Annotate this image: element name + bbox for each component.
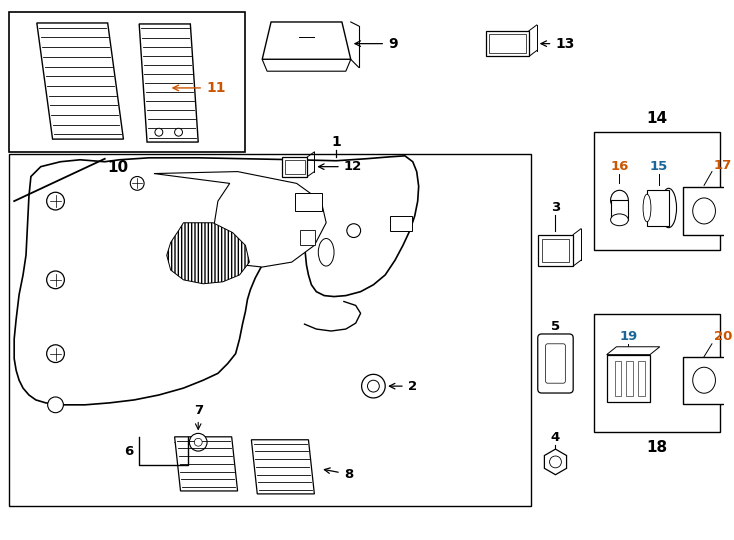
Bar — [683, 187, 724, 234]
Ellipse shape — [611, 190, 628, 210]
Text: 2: 2 — [408, 380, 417, 393]
FancyBboxPatch shape — [545, 344, 565, 383]
Polygon shape — [175, 437, 238, 491]
Text: 3: 3 — [550, 201, 560, 214]
Text: 7: 7 — [194, 403, 203, 417]
Circle shape — [48, 397, 63, 413]
Ellipse shape — [611, 214, 628, 226]
Text: 5: 5 — [551, 320, 560, 333]
Polygon shape — [37, 23, 123, 139]
Text: 20: 20 — [714, 330, 733, 343]
Bar — [486, 31, 529, 57]
Circle shape — [47, 192, 65, 210]
Bar — [538, 234, 573, 266]
Circle shape — [189, 434, 207, 451]
FancyBboxPatch shape — [538, 334, 573, 393]
Ellipse shape — [643, 194, 651, 222]
Polygon shape — [607, 347, 660, 355]
Circle shape — [195, 438, 202, 446]
Ellipse shape — [693, 367, 716, 393]
Bar — [683, 356, 724, 404]
Bar — [626, 361, 633, 396]
Text: 6: 6 — [124, 444, 134, 457]
Bar — [489, 34, 526, 53]
Bar — [390, 216, 412, 231]
Text: 4: 4 — [550, 431, 560, 444]
Circle shape — [175, 129, 183, 136]
Circle shape — [131, 177, 144, 190]
Ellipse shape — [319, 239, 334, 266]
Bar — [594, 132, 720, 251]
Circle shape — [155, 129, 163, 136]
Ellipse shape — [661, 188, 677, 228]
Text: 13: 13 — [556, 37, 575, 51]
Text: 1: 1 — [331, 135, 341, 149]
Bar — [285, 160, 305, 173]
Circle shape — [47, 271, 65, 289]
Text: 19: 19 — [619, 330, 637, 343]
Text: 14: 14 — [646, 111, 667, 126]
Text: 11: 11 — [206, 81, 225, 95]
Text: 12: 12 — [344, 160, 362, 173]
Text: 8: 8 — [344, 468, 353, 481]
Bar — [10, 12, 245, 152]
Bar — [607, 355, 650, 402]
Polygon shape — [262, 22, 351, 59]
Circle shape — [47, 345, 65, 362]
Bar — [294, 193, 322, 211]
Bar — [638, 361, 645, 396]
Bar — [594, 314, 720, 433]
Bar — [647, 190, 669, 226]
Circle shape — [347, 224, 360, 238]
Circle shape — [550, 456, 562, 468]
Circle shape — [362, 374, 385, 398]
Text: 15: 15 — [650, 159, 668, 173]
Polygon shape — [139, 24, 198, 142]
Polygon shape — [14, 156, 418, 405]
Bar — [542, 239, 570, 262]
Bar — [611, 200, 628, 220]
Polygon shape — [154, 172, 326, 267]
Text: 17: 17 — [714, 159, 733, 172]
Bar — [614, 361, 622, 396]
Text: 18: 18 — [646, 440, 667, 455]
Text: 16: 16 — [610, 159, 628, 173]
Polygon shape — [262, 59, 351, 71]
Bar — [299, 230, 316, 245]
Bar — [282, 157, 308, 177]
Ellipse shape — [693, 198, 716, 224]
Text: 10: 10 — [107, 160, 128, 175]
Polygon shape — [167, 223, 250, 284]
Circle shape — [368, 380, 379, 392]
Bar — [10, 154, 531, 506]
Polygon shape — [251, 440, 314, 494]
Text: 9: 9 — [388, 37, 398, 51]
